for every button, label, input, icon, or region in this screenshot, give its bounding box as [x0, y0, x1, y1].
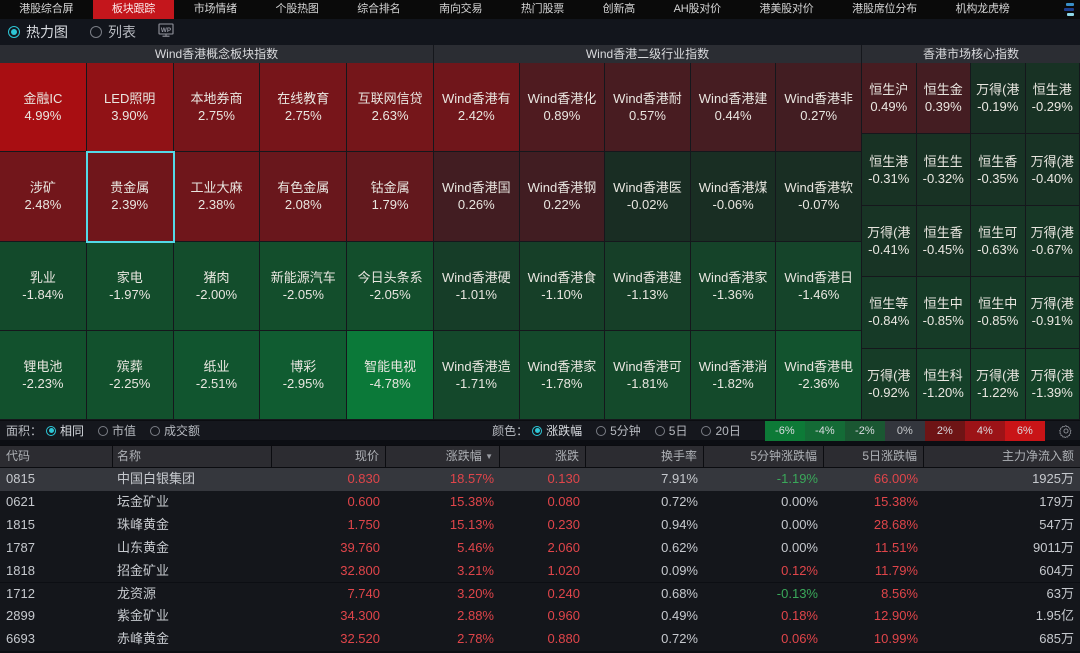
svg-text:WP: WP	[161, 27, 171, 34]
